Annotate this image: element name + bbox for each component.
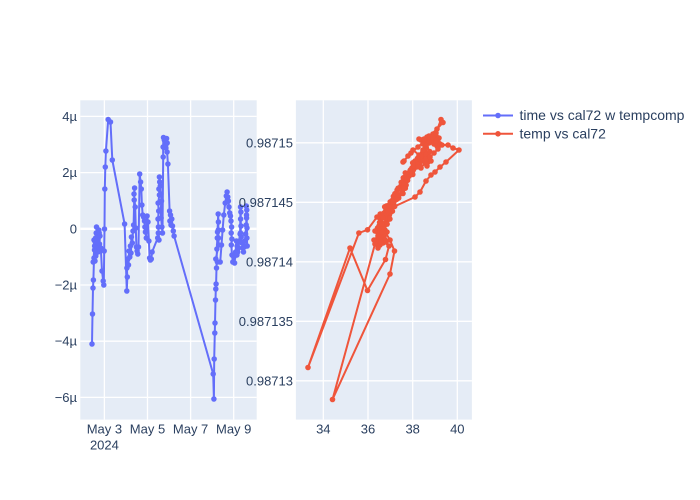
svg-text:2µ: 2µ [62,165,77,180]
svg-text:40: 40 [450,422,464,437]
svg-text:0.987135: 0.987135 [239,314,293,329]
svg-text:May 3: May 3 [87,422,122,437]
svg-text:34: 34 [316,422,330,437]
svg-text:May 5: May 5 [130,422,165,437]
svg-text:38: 38 [405,422,419,437]
svg-text:36: 36 [361,422,375,437]
svg-text:May 9: May 9 [216,422,251,437]
svg-text:−4µ: −4µ [55,334,78,349]
svg-text:0.987145: 0.987145 [239,195,293,210]
svg-text:0.98715: 0.98715 [246,135,293,150]
svg-text:May 7: May 7 [173,422,208,437]
svg-text:0: 0 [70,221,77,236]
svg-text:0.98713: 0.98713 [246,373,293,388]
svg-text:−2µ: −2µ [55,278,78,293]
svg-text:0.98714: 0.98714 [246,254,293,269]
svg-text:4µ: 4µ [62,109,77,124]
svg-text:time vs cal72 w tempcomp: time vs cal72 w tempcomp [520,107,685,123]
svg-text:2024: 2024 [90,438,119,453]
svg-text:−6µ: −6µ [55,390,78,405]
svg-text:temp vs cal72: temp vs cal72 [520,125,607,141]
